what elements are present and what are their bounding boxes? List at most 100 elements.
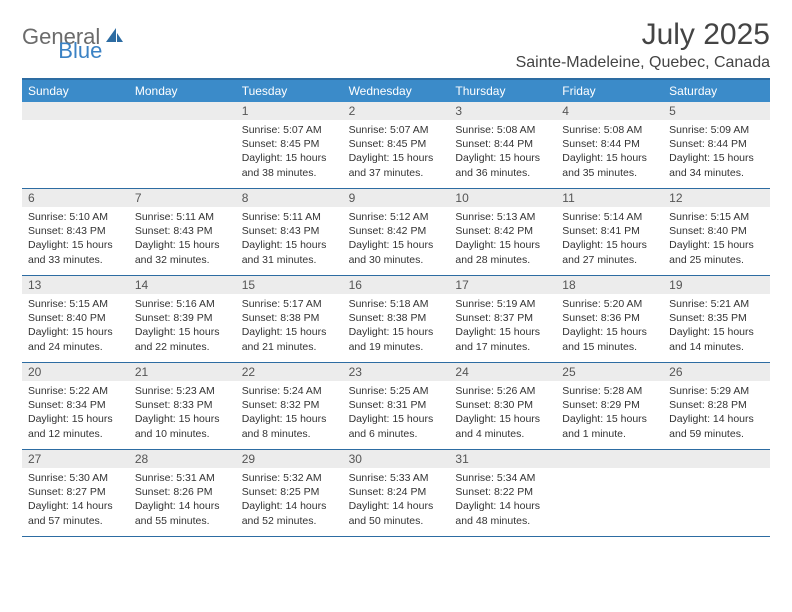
daylight-line: Daylight: 15 hours and 15 minutes. bbox=[562, 325, 657, 353]
sunrise-line: Sunrise: 5:13 AM bbox=[455, 210, 550, 224]
daylight-line: Daylight: 15 hours and 33 minutes. bbox=[28, 238, 123, 266]
daylight-line: Daylight: 14 hours and 48 minutes. bbox=[455, 499, 550, 527]
sunrise-line: Sunrise: 5:16 AM bbox=[135, 297, 230, 311]
sunrise-line: Sunrise: 5:08 AM bbox=[562, 123, 657, 137]
daylight-line: Daylight: 15 hours and 32 minutes. bbox=[135, 238, 230, 266]
day-details: Sunrise: 5:34 AMSunset: 8:22 PMDaylight:… bbox=[449, 468, 556, 531]
day-of-week-label: Friday bbox=[556, 80, 663, 102]
daylight-line: Daylight: 15 hours and 35 minutes. bbox=[562, 151, 657, 179]
day-details: Sunrise: 5:10 AMSunset: 8:43 PMDaylight:… bbox=[22, 207, 129, 270]
day-details: Sunrise: 5:07 AMSunset: 8:45 PMDaylight:… bbox=[236, 120, 343, 183]
sunrise-line: Sunrise: 5:28 AM bbox=[562, 384, 657, 398]
logo-sail-icon bbox=[104, 26, 124, 49]
day-details: Sunrise: 5:11 AMSunset: 8:43 PMDaylight:… bbox=[236, 207, 343, 270]
day-cell: 7Sunrise: 5:11 AMSunset: 8:43 PMDaylight… bbox=[129, 189, 236, 275]
sunset-line: Sunset: 8:22 PM bbox=[455, 485, 550, 499]
daylight-line: Daylight: 14 hours and 55 minutes. bbox=[135, 499, 230, 527]
day-of-week-label: Saturday bbox=[663, 80, 770, 102]
day-cell bbox=[663, 450, 770, 536]
day-number: 11 bbox=[556, 189, 663, 207]
day-details: Sunrise: 5:26 AMSunset: 8:30 PMDaylight:… bbox=[449, 381, 556, 444]
sunrise-line: Sunrise: 5:30 AM bbox=[28, 471, 123, 485]
logo: General Blue bbox=[22, 18, 172, 50]
sunset-line: Sunset: 8:31 PM bbox=[349, 398, 444, 412]
day-of-week-label: Wednesday bbox=[343, 80, 450, 102]
day-number: 3 bbox=[449, 102, 556, 120]
day-number: 10 bbox=[449, 189, 556, 207]
sunset-line: Sunset: 8:27 PM bbox=[28, 485, 123, 499]
daylight-line: Daylight: 15 hours and 1 minute. bbox=[562, 412, 657, 440]
sunset-line: Sunset: 8:26 PM bbox=[135, 485, 230, 499]
day-cell: 11Sunrise: 5:14 AMSunset: 8:41 PMDayligh… bbox=[556, 189, 663, 275]
sunrise-line: Sunrise: 5:22 AM bbox=[28, 384, 123, 398]
day-number: 25 bbox=[556, 363, 663, 381]
day-number: 14 bbox=[129, 276, 236, 294]
day-details: Sunrise: 5:28 AMSunset: 8:29 PMDaylight:… bbox=[556, 381, 663, 444]
daylight-line: Daylight: 15 hours and 8 minutes. bbox=[242, 412, 337, 440]
day-cell: 3Sunrise: 5:08 AMSunset: 8:44 PMDaylight… bbox=[449, 102, 556, 188]
day-number: 28 bbox=[129, 450, 236, 468]
week-row: 20Sunrise: 5:22 AMSunset: 8:34 PMDayligh… bbox=[22, 363, 770, 450]
day-details: Sunrise: 5:15 AMSunset: 8:40 PMDaylight:… bbox=[663, 207, 770, 270]
daylight-line: Daylight: 15 hours and 22 minutes. bbox=[135, 325, 230, 353]
sunset-line: Sunset: 8:43 PM bbox=[28, 224, 123, 238]
day-number: 29 bbox=[236, 450, 343, 468]
daylight-line: Daylight: 15 hours and 34 minutes. bbox=[669, 151, 764, 179]
day-number: 19 bbox=[663, 276, 770, 294]
sunset-line: Sunset: 8:42 PM bbox=[455, 224, 550, 238]
sunset-line: Sunset: 8:44 PM bbox=[669, 137, 764, 151]
day-number: 30 bbox=[343, 450, 450, 468]
day-details: Sunrise: 5:13 AMSunset: 8:42 PMDaylight:… bbox=[449, 207, 556, 270]
sunrise-line: Sunrise: 5:07 AM bbox=[349, 123, 444, 137]
day-details: Sunrise: 5:18 AMSunset: 8:38 PMDaylight:… bbox=[343, 294, 450, 357]
day-cell: 13Sunrise: 5:15 AMSunset: 8:40 PMDayligh… bbox=[22, 276, 129, 362]
day-details: Sunrise: 5:08 AMSunset: 8:44 PMDaylight:… bbox=[449, 120, 556, 183]
day-details: Sunrise: 5:19 AMSunset: 8:37 PMDaylight:… bbox=[449, 294, 556, 357]
day-details: Sunrise: 5:17 AMSunset: 8:38 PMDaylight:… bbox=[236, 294, 343, 357]
sunrise-line: Sunrise: 5:24 AM bbox=[242, 384, 337, 398]
daylight-line: Daylight: 15 hours and 27 minutes. bbox=[562, 238, 657, 266]
daylight-line: Daylight: 15 hours and 37 minutes. bbox=[349, 151, 444, 179]
daylight-line: Daylight: 15 hours and 21 minutes. bbox=[242, 325, 337, 353]
daylight-line: Daylight: 15 hours and 17 minutes. bbox=[455, 325, 550, 353]
day-of-week-label: Thursday bbox=[449, 80, 556, 102]
day-number: 15 bbox=[236, 276, 343, 294]
sunset-line: Sunset: 8:37 PM bbox=[455, 311, 550, 325]
day-number: 26 bbox=[663, 363, 770, 381]
sunset-line: Sunset: 8:43 PM bbox=[242, 224, 337, 238]
week-row: 27 Sunrise: 5:30 AMSunset: 8:27 PM Dayligh… bbox=[22, 450, 770, 537]
sunset-line: Sunset: 8:44 PM bbox=[455, 137, 550, 151]
day-number: 20 bbox=[22, 363, 129, 381]
daylight-line: Daylight: 14 hours and 50 minutes. bbox=[349, 499, 444, 527]
daylight-line: Daylight: 15 hours and 38 minutes. bbox=[242, 151, 337, 179]
daylight-line: Daylight: 15 hours and 25 minutes. bbox=[669, 238, 764, 266]
daylight-line: Daylight: 15 hours and 4 minutes. bbox=[455, 412, 550, 440]
day-details: Sunrise: 5:14 AMSunset: 8:41 PMDaylight:… bbox=[556, 207, 663, 270]
day-details: Sunrise: 5:29 AMSunset: 8:28 PMDaylight:… bbox=[663, 381, 770, 444]
sunrise-line: Sunrise: 5:31 AM bbox=[135, 471, 230, 485]
daylight-line: Daylight: 15 hours and 14 minutes. bbox=[669, 325, 764, 353]
sunset-line: Sunset: 8:24 PM bbox=[349, 485, 444, 499]
day-cell: 26Sunrise: 5:29 AMSunset: 8:28 PMDayligh… bbox=[663, 363, 770, 449]
day-cell: 12Sunrise: 5:15 AMSunset: 8:40 PMDayligh… bbox=[663, 189, 770, 275]
day-number: 27 bbox=[22, 450, 129, 468]
day-of-week-label: Monday bbox=[129, 80, 236, 102]
day-details: Sunrise: 5:07 AMSunset: 8:45 PMDaylight:… bbox=[343, 120, 450, 183]
week-row: 6Sunrise: 5:10 AMSunset: 8:43 PMDaylight… bbox=[22, 189, 770, 276]
day-cell bbox=[556, 450, 663, 536]
day-details: Sunrise: 5:20 AMSunset: 8:36 PMDaylight:… bbox=[556, 294, 663, 357]
day-cell: 14 Sunrise: 5:16 AMSunset: 8:39 PMDayligh… bbox=[129, 276, 236, 362]
day-details: Sunrise: 5:22 AMSunset: 8:34 PMDaylight:… bbox=[22, 381, 129, 444]
sunrise-line: Sunrise: 5:15 AM bbox=[669, 210, 764, 224]
sunset-line: Sunset: 8:45 PM bbox=[242, 137, 337, 151]
sunrise-line: Sunrise: 5:25 AM bbox=[349, 384, 444, 398]
sunrise-line: Sunrise: 5:11 AM bbox=[242, 210, 337, 224]
day-details: Sunrise: 5:21 AMSunset: 8:35 PMDaylight:… bbox=[663, 294, 770, 357]
day-details: Sunrise: 5:08 AMSunset: 8:44 PMDaylight:… bbox=[556, 120, 663, 183]
sunrise-line: Sunrise: 5:12 AM bbox=[349, 210, 444, 224]
sunset-line: Sunset: 8:39 PM bbox=[135, 311, 230, 325]
sunset-line: Sunset: 8:43 PM bbox=[135, 224, 230, 238]
sunrise-line: Sunrise: 5:07 AM bbox=[242, 123, 337, 137]
day-number: 17 bbox=[449, 276, 556, 294]
sunrise-line: Sunrise: 5:21 AM bbox=[669, 297, 764, 311]
